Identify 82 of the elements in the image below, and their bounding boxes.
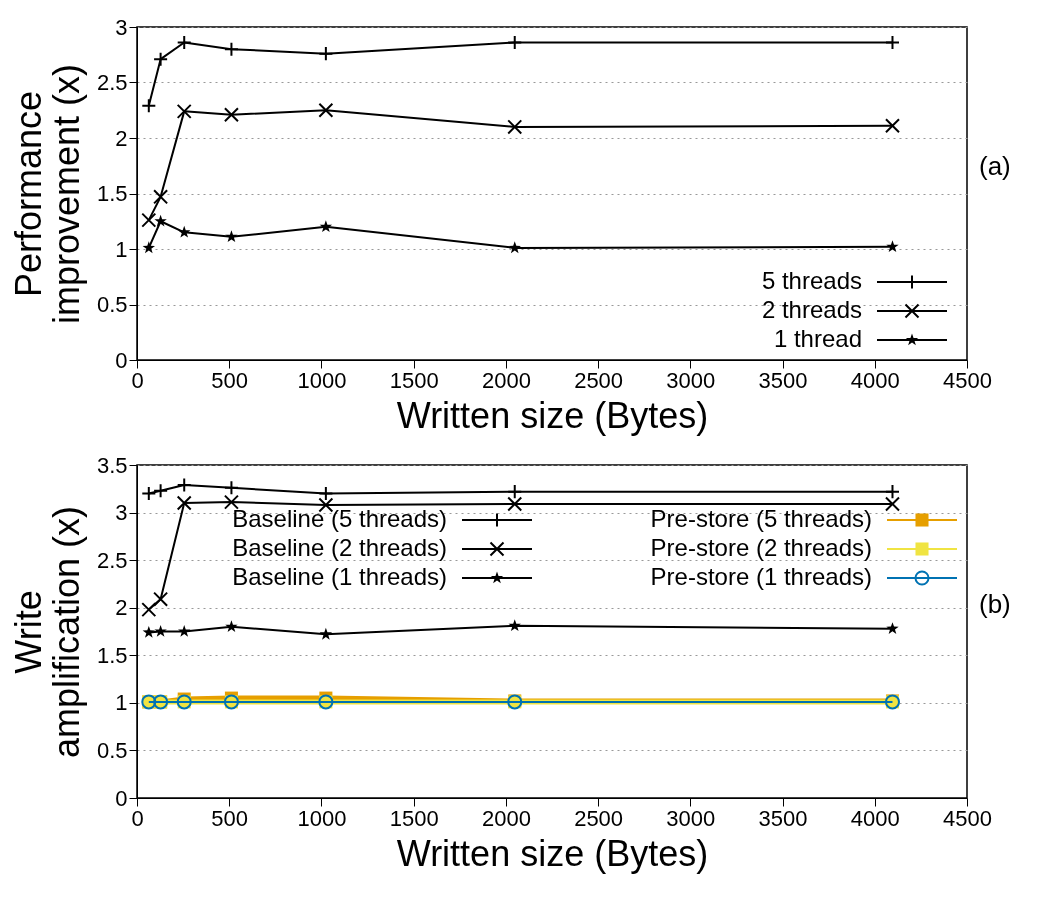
x-tick-label: 4500	[943, 805, 992, 831]
legend-label: Pre-store (2 threads)	[650, 534, 872, 561]
point	[886, 622, 899, 634]
x-tick-label: 0	[131, 805, 144, 831]
y-tick-label: 0	[115, 785, 128, 811]
point	[154, 624, 167, 637]
x-axis-title: Written size (Bytes)	[396, 832, 709, 874]
legend-label: Pre-store (5 threads)	[650, 505, 872, 532]
y-tick-label: 2.5	[96, 547, 128, 573]
x-tick-label: 2500	[574, 367, 624, 393]
x-tick-label: 3500	[758, 805, 808, 831]
point	[142, 241, 155, 254]
point	[141, 486, 157, 502]
point	[178, 225, 191, 238]
x-tick-label: 2000	[481, 367, 531, 393]
point	[884, 35, 900, 51]
y-tick-label: 0.5	[96, 292, 128, 317]
point	[153, 51, 169, 67]
text: (a)	[979, 150, 1011, 181]
legend-label: 1 thread	[773, 325, 862, 352]
legend-label: Baseline (2 threads)	[232, 534, 447, 561]
x-tick-label: 4500	[943, 367, 992, 393]
x-tick-label: 1500	[389, 367, 439, 393]
x-tick-label: 500	[211, 805, 249, 831]
x-tick-label: 1000	[297, 805, 347, 831]
x-tick-label: 2500	[574, 805, 624, 831]
point	[884, 118, 900, 134]
x-tick-label: 1000	[297, 367, 347, 393]
point	[508, 619, 521, 632]
point	[318, 102, 334, 118]
y-tick-label: 1.5	[96, 181, 128, 206]
y-tick-label: 3	[115, 500, 128, 526]
point	[176, 103, 192, 119]
y-axis-title: Performance improvement (x)	[7, 63, 87, 325]
point	[223, 494, 239, 510]
y-tick-label: 1.5	[96, 642, 128, 668]
x-tick-label: 2000	[481, 805, 531, 831]
point	[319, 627, 333, 640]
y-tick-label: 0	[115, 347, 128, 373]
point	[507, 496, 523, 512]
x-tick-label: 3000	[666, 367, 716, 393]
y-tick-label: 1	[115, 236, 128, 262]
point	[142, 625, 155, 638]
y-tick-label: 3.5	[96, 452, 128, 478]
x-tick-label: 4000	[850, 805, 900, 831]
point	[508, 241, 521, 254]
point	[319, 220, 333, 233]
text: (b)	[979, 588, 1011, 619]
y-tick-label: 3	[115, 14, 128, 40]
point	[176, 495, 192, 511]
point	[225, 230, 238, 243]
x-tick-label: 4000	[850, 367, 900, 393]
y-axis-title: Write amplification (x)	[7, 505, 87, 759]
point	[225, 620, 238, 633]
point	[141, 212, 157, 228]
point	[223, 107, 239, 123]
x-tick-label: 0	[131, 367, 144, 393]
y-tick-label: 2	[115, 125, 128, 151]
point	[507, 119, 523, 135]
legend-label: Pre-store (1 threads)	[650, 563, 872, 590]
x-tick-label: 1500	[389, 805, 439, 831]
y-tick-label: 0.5	[96, 737, 128, 763]
x-axis-title: Written size (Bytes)	[396, 394, 709, 436]
y-tick-label: 2	[115, 595, 128, 621]
legend-label: Baseline (1 threads)	[232, 563, 447, 590]
point	[141, 602, 157, 618]
legend-label: 5 threads	[761, 267, 862, 294]
point	[178, 624, 191, 637]
point	[884, 496, 900, 512]
x-tick-label: 500	[211, 367, 249, 393]
point	[884, 484, 900, 500]
point	[153, 591, 169, 607]
legend-label: 2 threads	[761, 296, 862, 323]
point	[886, 240, 899, 253]
point	[141, 98, 157, 114]
y-tick-label: 1	[115, 690, 128, 716]
point	[154, 214, 167, 227]
y-tick-label: 2.5	[96, 70, 128, 95]
x-tick-label: 3500	[758, 367, 808, 393]
legend-label: Baseline (5 threads)	[232, 505, 447, 532]
point	[153, 189, 169, 205]
x-tick-label: 3000	[666, 805, 716, 831]
